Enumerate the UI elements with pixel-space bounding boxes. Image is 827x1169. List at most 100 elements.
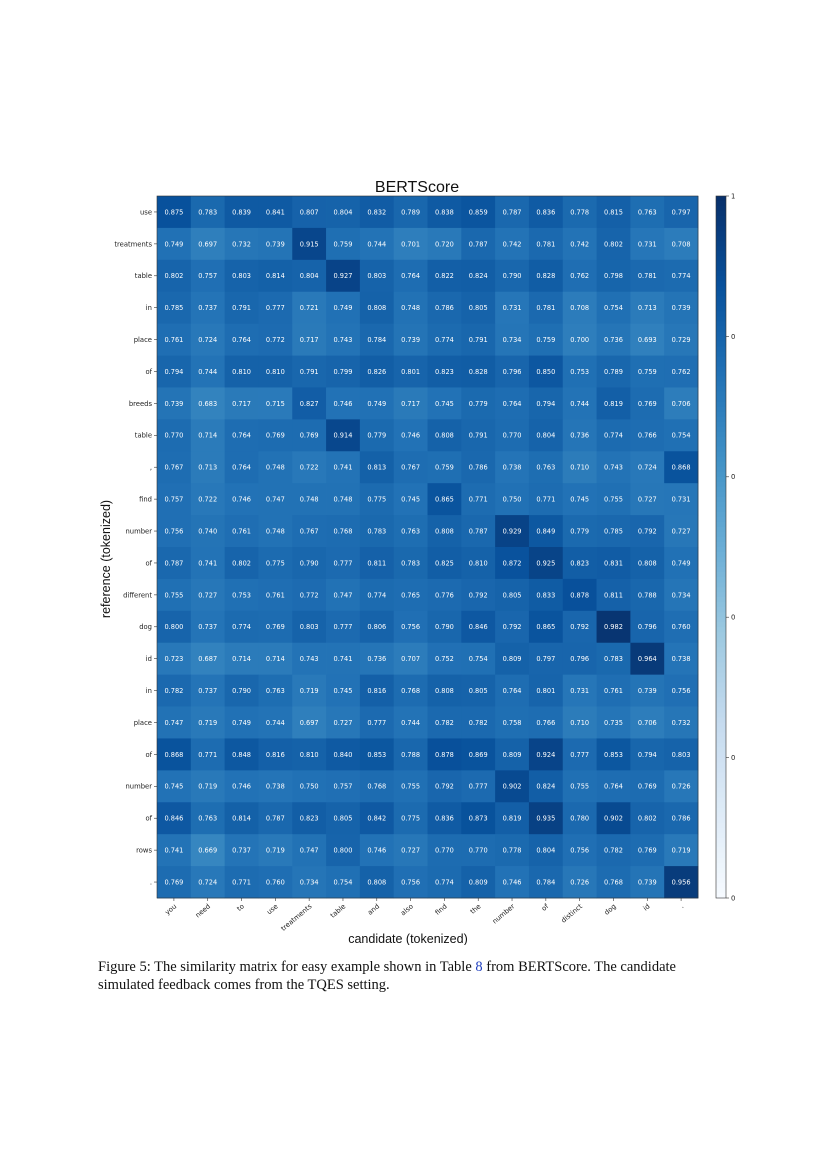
colorbar-segment [716, 552, 726, 558]
cell-value-label: 0.825 [435, 559, 454, 567]
heatmap-cell [157, 802, 192, 835]
colorbar-segment [716, 431, 726, 438]
cell-value-label: 0.757 [334, 783, 353, 791]
heatmap-cell [190, 834, 226, 867]
y-tick-label: use [140, 208, 152, 216]
y-tick-label: of [145, 815, 152, 823]
cell-value-label: 0.736 [570, 432, 589, 440]
heatmap-cell [258, 419, 293, 452]
colorbar-segment [716, 562, 726, 568]
table-reference-link[interactable]: 8 [475, 959, 483, 975]
heatmap-cell [461, 578, 496, 612]
cell-value-label: 0.721 [300, 304, 319, 312]
heatmap-cell [292, 610, 327, 644]
heatmap-cell [495, 196, 530, 229]
colorbar-segment [716, 266, 726, 272]
colorbar-segment [716, 652, 726, 658]
heatmap-cell [326, 387, 361, 420]
cell-value-label: 0.777 [334, 623, 353, 631]
heatmap-cell [528, 451, 564, 484]
heatmap-cell [495, 547, 530, 580]
cell-value-label: 0.762 [570, 272, 589, 280]
cell-value-label: 0.810 [266, 368, 285, 376]
cell-value-label: 0.737 [198, 623, 217, 631]
heatmap-cell [190, 770, 226, 803]
heatmap-cell [664, 227, 699, 261]
cell-value-label: 0.736 [367, 655, 386, 663]
colorbar-segment [716, 251, 726, 257]
heatmap-cell [461, 323, 496, 356]
cell-value-label: 0.801 [536, 687, 555, 695]
y-tick-label: breeds [129, 400, 153, 408]
heatmap-cell [393, 674, 428, 707]
cell-value-label: 0.805 [503, 591, 522, 599]
heatmap-cell [630, 706, 665, 739]
heatmap-cell [292, 770, 327, 803]
heatmap-cell [258, 738, 293, 771]
cell-value-label: 0.796 [503, 368, 522, 376]
heatmap-cell [359, 866, 395, 899]
cell-value-label: 0.807 [300, 208, 319, 216]
heatmap-cell [258, 227, 293, 261]
cell-value-label: 0.914 [334, 432, 353, 440]
cell-value-label: 0.741 [334, 655, 353, 663]
cell-value-label: 0.833 [536, 591, 555, 599]
heatmap-cell [190, 706, 226, 739]
colorbar-segment [716, 406, 726, 413]
heatmap-cell [495, 291, 530, 325]
cell-value-label: 0.774 [232, 623, 251, 631]
cell-value-label: 0.782 [435, 719, 454, 727]
cell-value-label: 0.915 [300, 240, 319, 248]
cell-value-label: 0.929 [503, 527, 522, 535]
heatmap-cell [224, 674, 259, 707]
cell-value-label: 0.816 [367, 687, 386, 695]
cell-value-label: 0.732 [672, 719, 691, 727]
cell-value-label: 0.764 [232, 464, 251, 472]
cell-value-label: 0.813 [367, 464, 386, 472]
heatmap-cell [157, 227, 192, 261]
colorbar-segment [716, 456, 726, 463]
heatmap-cell [630, 419, 665, 452]
colorbar-segment [716, 506, 726, 513]
cell-value-label: 0.763 [536, 464, 555, 472]
cell-value-label: 0.783 [401, 559, 420, 567]
heatmap-cell [562, 515, 597, 548]
cell-value-label: 0.853 [604, 751, 623, 759]
heatmap-cell [461, 515, 496, 548]
colorbar-segment [716, 767, 726, 774]
heatmap-cell [326, 227, 361, 261]
cell-value-label: 0.790 [300, 559, 319, 567]
cell-value-label: 0.746 [503, 878, 522, 886]
cell-value-label: 0.723 [164, 655, 183, 663]
heatmap-cell [157, 674, 192, 707]
heatmap-cell [596, 610, 631, 644]
colorbar-segment [716, 401, 726, 408]
heatmap-cell [393, 578, 428, 612]
heatmap-cell [326, 610, 361, 644]
colorbar-segment [716, 717, 726, 723]
colorbar-segment [716, 241, 726, 247]
y-tick-label: of [145, 751, 152, 759]
colorbar-segment [716, 451, 726, 458]
colorbar-segment [716, 201, 726, 207]
cell-value-label: 0.781 [536, 304, 555, 312]
cell-value-label: 0.724 [198, 336, 217, 344]
heatmap-cell [292, 355, 327, 388]
heatmap-cell [359, 770, 395, 803]
x-tick-labels: you need to use treatments table and also find th… [163, 898, 685, 933]
heatmap-cell [258, 355, 293, 388]
heatmap-cell [427, 451, 462, 484]
colorbar-segment [716, 216, 726, 222]
colorbar-segment [716, 877, 726, 884]
heatmap-cell [664, 451, 699, 484]
cell-value-label: 0.746 [401, 432, 420, 440]
cell-value-label: 0.791 [469, 432, 488, 440]
colorbar-segment [716, 797, 726, 804]
heatmap-cell [393, 291, 428, 325]
cell-value-label: 0.737 [198, 687, 217, 695]
heatmap-cell [292, 642, 327, 676]
heatmap-cell [664, 866, 699, 899]
heatmap-cell [157, 866, 192, 899]
colorbar-segment [716, 672, 726, 678]
cell-value-label: 0.790 [503, 272, 522, 280]
